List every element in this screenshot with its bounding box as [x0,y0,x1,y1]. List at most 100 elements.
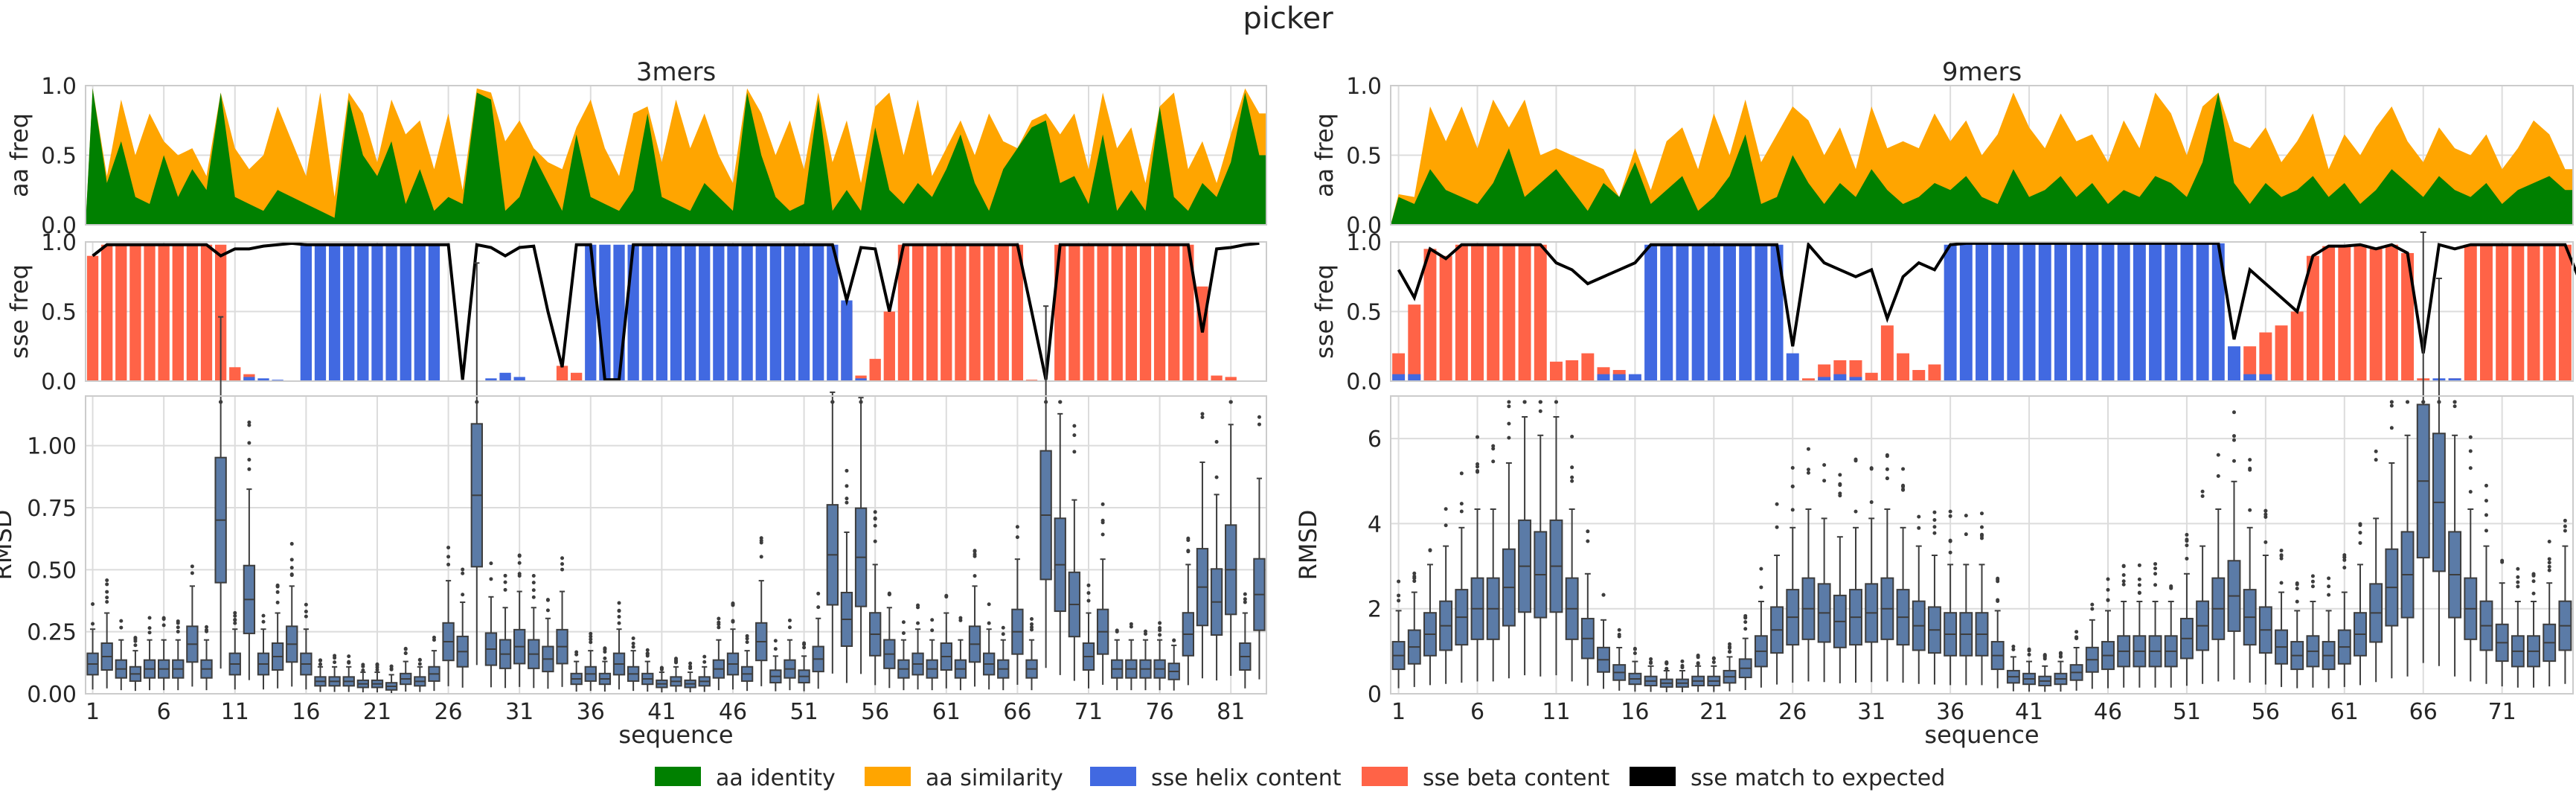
outlier [1996,598,2000,602]
rmsd-box [1167,638,1180,691]
beta-bar [1518,244,1531,381]
outlier [2295,581,2299,586]
outlier [717,625,721,630]
rmsd-box [1549,400,1563,676]
beta-bar [969,244,981,381]
helix-bar [841,300,853,381]
rmsd-box [2179,532,2194,686]
outlier [1948,509,1952,514]
outlier [1554,400,1558,404]
outlier [1586,539,1590,543]
rmsd-box [342,654,355,692]
outlier [318,662,322,666]
outlier [1507,404,1511,409]
rmsd-box [641,648,654,692]
outlier [233,613,237,618]
outlier [2374,458,2378,462]
rmsd-box [1111,628,1124,691]
rmsd-box [300,602,313,690]
rmsd-box [954,616,967,691]
helix-bar [1755,244,1768,381]
rmsd-box [1786,466,1800,683]
outlier [873,516,877,520]
outlier [1711,660,1716,664]
outlier [787,625,792,630]
rmsd-box [542,598,554,689]
beta-bar [2479,244,2493,381]
outlier [589,637,593,642]
outlier [745,636,749,641]
outlier [2263,512,2268,517]
outlier [2500,560,2505,564]
beta-bar [1928,364,1941,381]
outlier [560,562,565,566]
outlier [289,566,294,570]
outlier [289,572,294,577]
outlier [1869,500,1874,505]
outlier [2516,566,2520,571]
outlier [688,666,693,671]
outlier [531,588,536,593]
rmsd-box [1455,471,1469,683]
outlier [674,658,678,663]
outlier [873,523,877,528]
rmsd-box [798,641,810,692]
outlier [2484,529,2488,533]
outlier [2011,644,2016,648]
rmsd-box [1153,621,1166,691]
rmsd-box [1817,463,1831,683]
rmsd-box [2495,558,2509,687]
outlier [375,668,379,672]
xtick-label: 56 [861,699,889,725]
helix-bar [2070,243,2083,381]
helix-bar [2133,243,2146,381]
outlier [247,467,251,471]
rmsd-box [584,631,597,692]
outlier [489,561,493,566]
outlier [176,619,180,624]
beta-bar [2322,246,2336,381]
rmsd-box [968,549,981,687]
sse-ytick-label: 0.0 [41,369,77,395]
beta-bar [200,244,213,381]
rmsd-box [840,468,853,683]
legend-swatch [865,767,911,786]
outlier [1086,591,1091,596]
rmsd-box [2148,562,2162,688]
outlier [1444,523,1448,528]
outlier [631,645,635,649]
helix-bar [428,244,440,381]
rmsd-box [1182,536,1195,686]
xtick-label: 36 [1936,699,1964,725]
outlier [2137,590,2141,595]
beta-bar [2369,249,2383,381]
outlier [545,598,550,602]
outlier [2358,522,2362,526]
rmsd-box [656,665,668,693]
xtick-label: 16 [1621,699,1649,725]
helix-bar [499,372,511,381]
beta-bar [1139,244,1152,381]
outlier [1412,576,1417,581]
xtick-label: 11 [221,699,249,725]
rmsd-box [712,616,725,691]
outlier [2153,583,2158,587]
rmsd-box [442,546,455,686]
outlier [1143,632,1147,636]
outlier [873,539,877,543]
helix-bar [1818,377,1831,381]
rmsd-ytick-label: 4 [1368,511,1382,537]
helix-bar [613,244,625,381]
outlier [1996,579,2000,584]
outlier [1806,467,1810,472]
outlier [1885,453,1889,457]
beta-bar [1011,244,1024,381]
outlier [2231,434,2236,438]
outlier [1853,459,1858,463]
beta-bar [1471,244,1484,381]
outlier [289,542,294,546]
rmsd-box [2022,647,2037,692]
beta-bar [869,359,881,381]
rmsd-box [1253,415,1266,680]
helix-bar [2054,243,2067,381]
